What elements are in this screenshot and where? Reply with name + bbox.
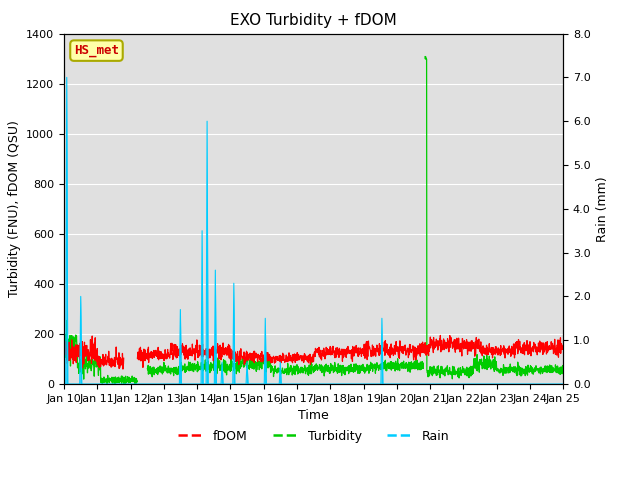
Y-axis label: Rain (mm): Rain (mm) (596, 176, 609, 241)
X-axis label: Time: Time (298, 409, 329, 422)
Text: HS_met: HS_met (74, 44, 119, 57)
Title: EXO Turbidity + fDOM: EXO Turbidity + fDOM (230, 13, 397, 28)
Y-axis label: Turbidity (FNU), fDOM (QSU): Turbidity (FNU), fDOM (QSU) (8, 120, 20, 297)
Legend: fDOM, Turbidity, Rain: fDOM, Turbidity, Rain (173, 425, 454, 448)
